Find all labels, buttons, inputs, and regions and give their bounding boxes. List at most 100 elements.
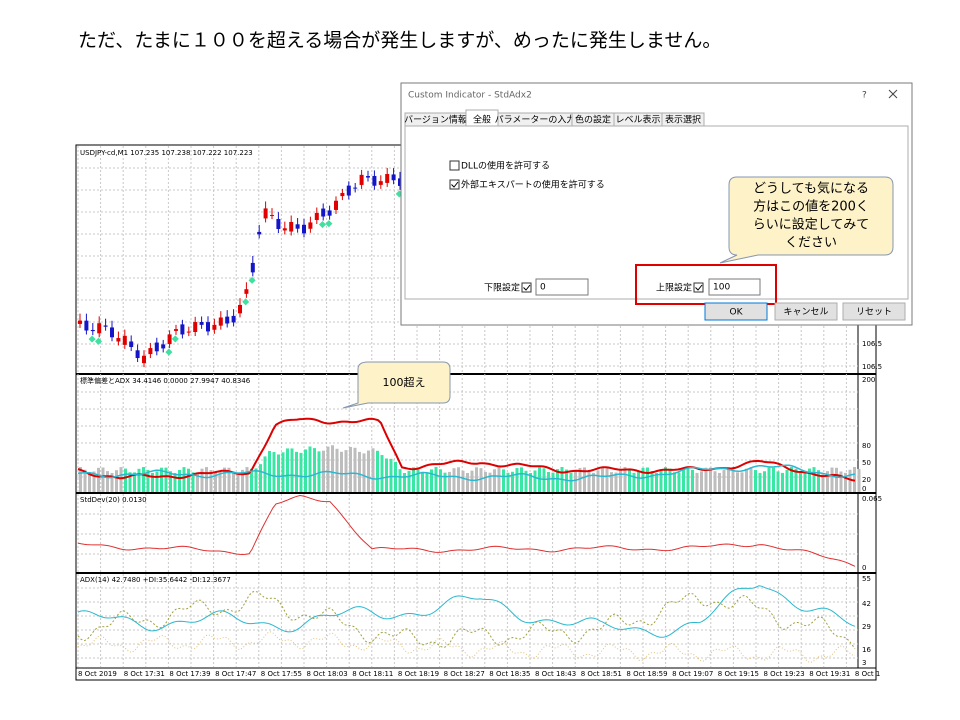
checkmark [695,284,703,291]
histogram-bar [83,469,87,492]
x-tick-label: 8 Oct 18:35 [489,670,530,678]
histogram-bar [506,472,510,492]
button-label: キャンセル [783,307,828,318]
histogram-bar [547,472,550,492]
histogram-bar [259,464,262,492]
histogram-bar [326,446,330,492]
tab[interactable] [661,112,705,127]
histogram-bar [821,472,825,492]
input[interactable] [708,278,761,296]
histogram-bar [722,470,726,492]
histogram-bar [691,469,694,492]
input-value: 100 [713,283,730,293]
x-tick-label: 8 Oct 17:31 [124,670,165,678]
histogram-bar [664,467,667,492]
histogram-bar [668,468,672,492]
candle-body [257,231,262,235]
histogram-bar [268,450,271,492]
histogram-bar [542,468,546,492]
histogram-bar [745,468,748,492]
candle-body [289,221,294,232]
y-tick-label: 0 [862,564,866,572]
histogram-bar [736,472,739,492]
checkbox[interactable] [521,282,532,293]
callout-text: 方はこの値を200く [753,199,869,215]
close-button[interactable] [888,89,898,99]
y-tick-label: 50 [862,459,871,467]
histogram-bar [785,469,789,492]
histogram-bar [412,467,415,492]
histogram-bar [295,451,298,492]
candle-body [212,324,217,330]
pane-title: USDJPY-cd,M1 107.235 107.238 107.222 107… [80,149,253,157]
histogram-bar [448,471,451,492]
histogram-bar [101,467,105,492]
x-tick-label: 8 Oct 2019 [78,670,117,678]
callout-text: どうしても気になる [753,181,869,197]
checkbox[interactable] [449,160,460,171]
candle-body [148,348,153,355]
histogram-bar [740,472,744,492]
button-label: OK [730,308,744,318]
candle-body [353,187,358,189]
histogram-bar [776,471,780,492]
histogram-bar [623,467,627,492]
candle-body [84,320,89,331]
x-tick-label: 8 Oct 18:19 [398,670,439,678]
histogram-bar [371,448,375,492]
histogram-bar [124,468,127,492]
checkbox[interactable] [693,282,704,293]
y-tick-label: 80 [862,442,871,450]
histogram-bar [407,470,411,492]
histogram-bar [808,468,811,492]
x-tick-label: 8 Oct 17:55 [261,670,302,678]
histogram-bar [196,472,199,492]
button[interactable] [842,302,906,321]
callout-text: らいに設定してみて [753,217,870,233]
histogram-bar [461,470,465,492]
histogram-bar [533,470,537,492]
button[interactable] [704,302,768,321]
candle-body [346,185,351,196]
candle-body [250,262,255,273]
button[interactable] [774,302,838,321]
histogram-bar [682,468,685,492]
signal-marker [94,337,103,345]
histogram-bar [254,468,258,492]
dialog: Custom Indicator - StdAdx2 ? バージョン情報 全般 パラ… [400,82,913,326]
histogram-bar [385,458,388,492]
histogram-bar [344,450,348,492]
y-tick-label: 29 [862,623,871,631]
x-tick-label: 8 Oct 17:47 [215,670,256,678]
histogram-bar [128,472,132,492]
histogram-bar [340,451,343,492]
histogram-bar [835,467,838,492]
di-line [77,464,856,482]
histogram-bar [650,471,654,492]
candle-body [334,200,338,210]
x-tick-label: 8 Oct 18:59 [626,670,667,678]
histogram-bar [380,455,384,492]
histogram-bar [376,450,379,492]
histogram-bar [421,471,424,492]
candle-body [206,322,210,332]
histogram-bar [817,470,820,492]
callout [342,361,451,409]
histogram-bar [803,472,807,492]
candle-body [398,178,402,186]
histogram-bar [853,467,856,492]
histogram-bar [232,471,235,492]
histogram-bar [587,470,591,492]
checkbox[interactable] [449,179,460,190]
candle-body [314,212,319,221]
tab-label: パラメーターの入力 [495,114,576,126]
histogram-bar [767,467,771,492]
input[interactable] [535,278,589,296]
histogram-bar [245,467,249,492]
histogram-bar [191,472,195,492]
histogram-bar [812,467,816,492]
help-button[interactable]: ? [862,91,867,101]
histogram-bar [88,472,91,492]
button-label: リセット [856,307,892,318]
histogram-bar [857,468,861,492]
